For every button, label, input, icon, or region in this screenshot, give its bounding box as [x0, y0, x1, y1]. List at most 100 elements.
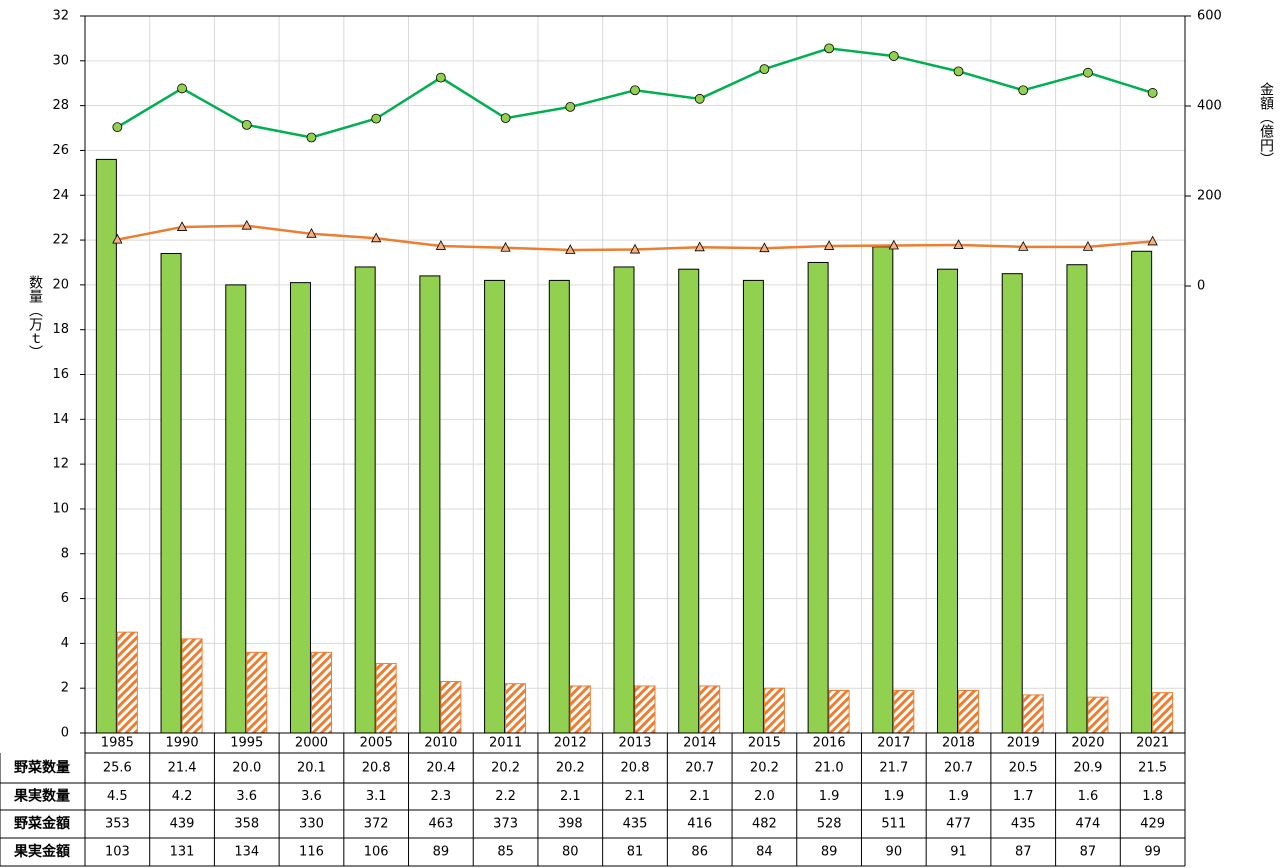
x-tick-label: 2012 — [554, 736, 587, 751]
y-tick-label: 18 — [52, 322, 69, 337]
table-cell: 439 — [170, 817, 195, 832]
bar — [375, 663, 397, 734]
table-cell: 2.1 — [625, 789, 646, 804]
table-cell: 353 — [105, 817, 130, 832]
y-tick-label: 10 — [52, 501, 69, 516]
marker — [759, 242, 770, 253]
table-cell: 1.7 — [1013, 789, 1034, 804]
table-cell: 25.6 — [103, 761, 132, 776]
x-tick-label: 2020 — [1071, 736, 1104, 751]
table-cell: 81 — [627, 845, 644, 860]
table-cell: 1.9 — [883, 789, 904, 804]
table-cell: 474 — [1076, 817, 1101, 832]
table-cell: 463 — [428, 817, 453, 832]
table-cell: 21.4 — [168, 761, 197, 776]
table-cell: 131 — [170, 845, 195, 860]
y-tick-label: 12 — [52, 457, 69, 472]
table-cell: 20.1 — [297, 761, 326, 776]
marker — [1082, 241, 1094, 251]
x-tick-label: 2016 — [813, 736, 846, 751]
y-tick-label: 16 — [52, 367, 69, 382]
marker — [435, 240, 447, 250]
bar — [1022, 694, 1044, 734]
bar — [310, 651, 332, 734]
table-cell: 511 — [881, 817, 906, 832]
bar — [354, 266, 376, 734]
y-tick-label: 8 — [61, 546, 69, 561]
marker — [565, 102, 576, 112]
x-tick-label: 2011 — [489, 736, 522, 751]
table-cell: 20.8 — [362, 761, 391, 776]
bar — [548, 279, 570, 734]
table-cell: 84 — [756, 845, 773, 860]
marker — [306, 132, 317, 143]
marker — [888, 51, 899, 61]
table-cell: 330 — [299, 817, 324, 832]
y-tick-label: 2 — [61, 681, 69, 696]
bar — [505, 683, 527, 734]
bar — [569, 685, 591, 734]
table-cell: 477 — [946, 817, 971, 832]
x-tick-label: 1995 — [230, 736, 263, 751]
bar — [95, 158, 117, 734]
marker — [112, 233, 123, 244]
x-tick-label: 2018 — [942, 736, 975, 751]
y-tick-label: 4 — [61, 636, 69, 651]
table-cell: 21.7 — [879, 761, 908, 776]
y2-tick-label: 200 — [1197, 189, 1222, 204]
table-cell: 2.2 — [495, 789, 516, 804]
table-cell: 103 — [105, 845, 130, 860]
bar — [1087, 696, 1109, 734]
bar — [763, 687, 785, 734]
bar — [742, 279, 764, 734]
table-cell: 80 — [562, 845, 579, 860]
table-cell: 85 — [497, 845, 514, 860]
marker — [953, 239, 964, 249]
x-tick-label: 2017 — [877, 736, 910, 751]
marker — [1083, 67, 1093, 78]
y2-tick-label: 400 — [1197, 99, 1222, 114]
table-cell: 91 — [950, 845, 967, 860]
table-cell: 416 — [687, 817, 712, 832]
table-cell: 482 — [752, 817, 777, 832]
y-tick-label: 26 — [52, 143, 69, 158]
marker — [694, 93, 705, 104]
table-cell: 358 — [234, 817, 259, 832]
table-cell: 89 — [821, 845, 838, 860]
y-tick-label: 22 — [52, 233, 69, 248]
table-cell: 429 — [1140, 817, 1165, 832]
marker — [1147, 235, 1158, 246]
marker — [177, 83, 187, 94]
bar — [1066, 264, 1088, 734]
bar — [937, 268, 959, 734]
bar — [613, 266, 635, 734]
table-cell: 3.6 — [301, 789, 322, 804]
table-cell: 3.6 — [236, 789, 257, 804]
marker — [1018, 241, 1029, 251]
y-tick-label: 20 — [52, 277, 69, 292]
marker — [112, 122, 123, 133]
marker — [1147, 88, 1158, 98]
marker — [176, 221, 188, 231]
y-tick-label: 6 — [61, 591, 69, 606]
legend-label: 果実数量 — [13, 788, 70, 805]
x-tick-label: 2013 — [618, 736, 651, 751]
marker — [435, 72, 446, 83]
bar — [225, 284, 247, 734]
table-cell: 1.8 — [1142, 789, 1163, 804]
marker — [500, 113, 511, 124]
table-cell: 21.5 — [1138, 761, 1167, 776]
legend-label: 野菜金額 — [14, 815, 70, 832]
marker — [694, 241, 705, 252]
bar — [807, 261, 829, 734]
y2-axis-label: 金額（億円） — [1258, 82, 1274, 166]
marker — [306, 227, 317, 238]
x-tick-label: 2014 — [683, 736, 716, 751]
y2-tick-label: 0 — [1197, 279, 1205, 294]
table-cell: 20.0 — [232, 761, 261, 776]
table-cell: 435 — [1011, 817, 1036, 832]
bar — [440, 680, 462, 734]
y2-tick-label: 600 — [1197, 9, 1222, 24]
x-tick-label: 2000 — [295, 736, 328, 751]
legend-label: 野菜数量 — [14, 759, 70, 776]
